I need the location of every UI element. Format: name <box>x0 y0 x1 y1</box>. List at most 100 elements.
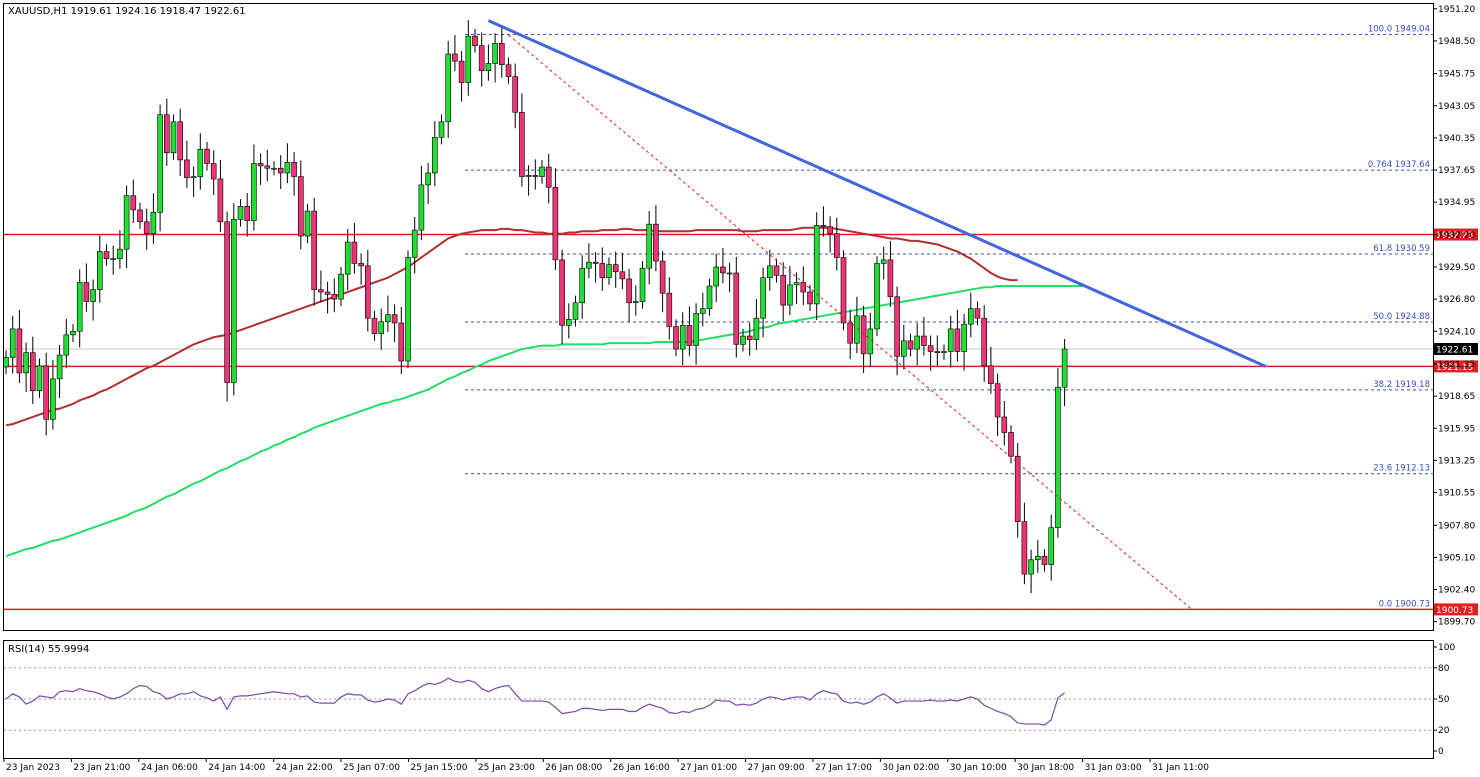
bull-candle <box>70 330 76 336</box>
bear-candle <box>277 167 284 174</box>
price-tick-label: 1929.50 <box>1438 263 1475 273</box>
bull-candle <box>525 175 532 177</box>
bull-candle <box>492 42 498 64</box>
bull-candle <box>465 35 472 83</box>
bear-candle <box>974 308 981 319</box>
bull-candle <box>1048 527 1054 565</box>
bear-candle <box>398 322 405 362</box>
bear-candle <box>498 42 505 65</box>
bull-candle <box>157 114 163 213</box>
horizontal-levels: 1932.23 1921.15 1900.73 1922.61 <box>4 228 1478 616</box>
price-tick-label: 1924.10 <box>1438 327 1475 337</box>
bear-candle <box>311 210 318 290</box>
bear-candle <box>666 292 673 327</box>
bear-candle <box>472 35 478 46</box>
time-label: 27 Jan 17:00 <box>815 763 872 773</box>
fib-level-label: 50.0 1924.88 <box>1373 312 1430 322</box>
bull-candle <box>411 229 418 258</box>
time-axis: 23 Jan 2023 23 Jan 21:00 24 Jan 06:00 24 Ja… <box>3 758 1209 773</box>
time-label: 25 Jan 23:00 <box>478 763 535 773</box>
bull-candle <box>63 334 70 356</box>
bull-candle <box>632 301 639 304</box>
bull-candle <box>190 176 197 179</box>
bear-candle <box>324 291 331 295</box>
bear-candle <box>391 314 398 324</box>
bear-candle <box>297 176 304 237</box>
bull-candle <box>1055 386 1061 528</box>
bear-candle <box>800 282 807 293</box>
bull-candle <box>606 264 612 279</box>
price-tick-label: 1913.25 <box>1438 456 1475 466</box>
bear-candle <box>532 175 539 177</box>
price-tick-label: 1943.05 <box>1438 102 1475 112</box>
bull-candle <box>646 223 653 269</box>
fib-level-label: 23.6 1912.13 <box>1373 464 1430 474</box>
bull-candle <box>56 354 63 380</box>
bull-candle <box>639 267 646 302</box>
bull-candle <box>679 325 686 350</box>
bear-candle <box>478 45 485 71</box>
bull-candle <box>1061 348 1068 388</box>
price-tick-label: 1926.80 <box>1438 295 1475 305</box>
time-label: 30 Jan 10:00 <box>950 763 1007 773</box>
level-price-label: 1921.15 <box>1436 363 1473 373</box>
bear-candle <box>653 223 659 262</box>
rsi-tick-label: 0 <box>1438 747 1444 757</box>
bull-candle <box>766 265 773 279</box>
bear-candle <box>827 226 833 234</box>
price-tick-label: 1940.35 <box>1438 134 1475 144</box>
rsi-tick-label: 100 <box>1438 643 1455 653</box>
bull-candle <box>431 136 438 174</box>
fib-level-label: 100.0 1949.04 <box>1368 24 1430 34</box>
bear-candle <box>244 206 250 221</box>
current-price-label: 1922.61 <box>1436 346 1473 356</box>
price-tick-label: 1951.20 <box>1438 5 1475 15</box>
price-tick-label: 1932.20 <box>1438 231 1475 241</box>
level-price-box <box>1434 360 1478 373</box>
bull-candle <box>90 289 96 302</box>
bear-candle <box>458 60 465 83</box>
bull-candle <box>760 277 766 319</box>
bull-candle <box>3 357 9 368</box>
bear-candle <box>619 271 626 280</box>
bull-candle <box>572 302 579 320</box>
bear-candle <box>217 178 224 223</box>
bull-candle <box>36 365 43 392</box>
bull-candle <box>941 351 947 354</box>
rsi-tick-label: 50 <box>1438 695 1450 705</box>
bull-candle <box>110 258 116 260</box>
symbol-header: XAUUSD,H1 1919.61 1924.16 1918.47 1922.6… <box>8 6 246 17</box>
bear-candle <box>1014 455 1021 522</box>
price-tick-label: 1918.65 <box>1438 392 1475 402</box>
fib-diagonal-line <box>508 34 1193 610</box>
rsi-line <box>5 677 1065 726</box>
bear-candle <box>686 325 693 346</box>
price-tick-label: 1945.75 <box>1438 70 1475 80</box>
bear-candle <box>746 335 753 340</box>
bear-candle <box>894 296 900 357</box>
bear-candle <box>103 251 110 259</box>
bear-candle <box>612 264 619 273</box>
rsi-panel-frame <box>3 640 1434 759</box>
bear-candle <box>733 272 740 345</box>
bull-candle <box>378 321 385 334</box>
bull-candle <box>961 323 967 352</box>
price-tick-label: 1907.80 <box>1438 521 1475 531</box>
bear-candle <box>921 335 927 346</box>
price-tick-label: 1902.40 <box>1438 586 1475 596</box>
bear-candle <box>291 161 297 177</box>
bear-candle <box>907 340 914 350</box>
bear-candle <box>257 163 264 167</box>
fib-level-label: 61.8 1930.59 <box>1373 244 1430 254</box>
bear-candle <box>351 241 358 264</box>
bear-candle <box>780 275 787 306</box>
bear-candle <box>673 326 679 350</box>
fib-level-label: 38.2 1919.18 <box>1373 380 1430 390</box>
bear-candle <box>224 221 230 383</box>
time-label: 24 Jan 22:00 <box>276 763 333 773</box>
rsi-tick-label: 20 <box>1438 726 1450 736</box>
time-label: 27 Jan 01:00 <box>680 763 737 773</box>
bull-candle <box>117 248 123 259</box>
bear-candle <box>833 233 840 258</box>
